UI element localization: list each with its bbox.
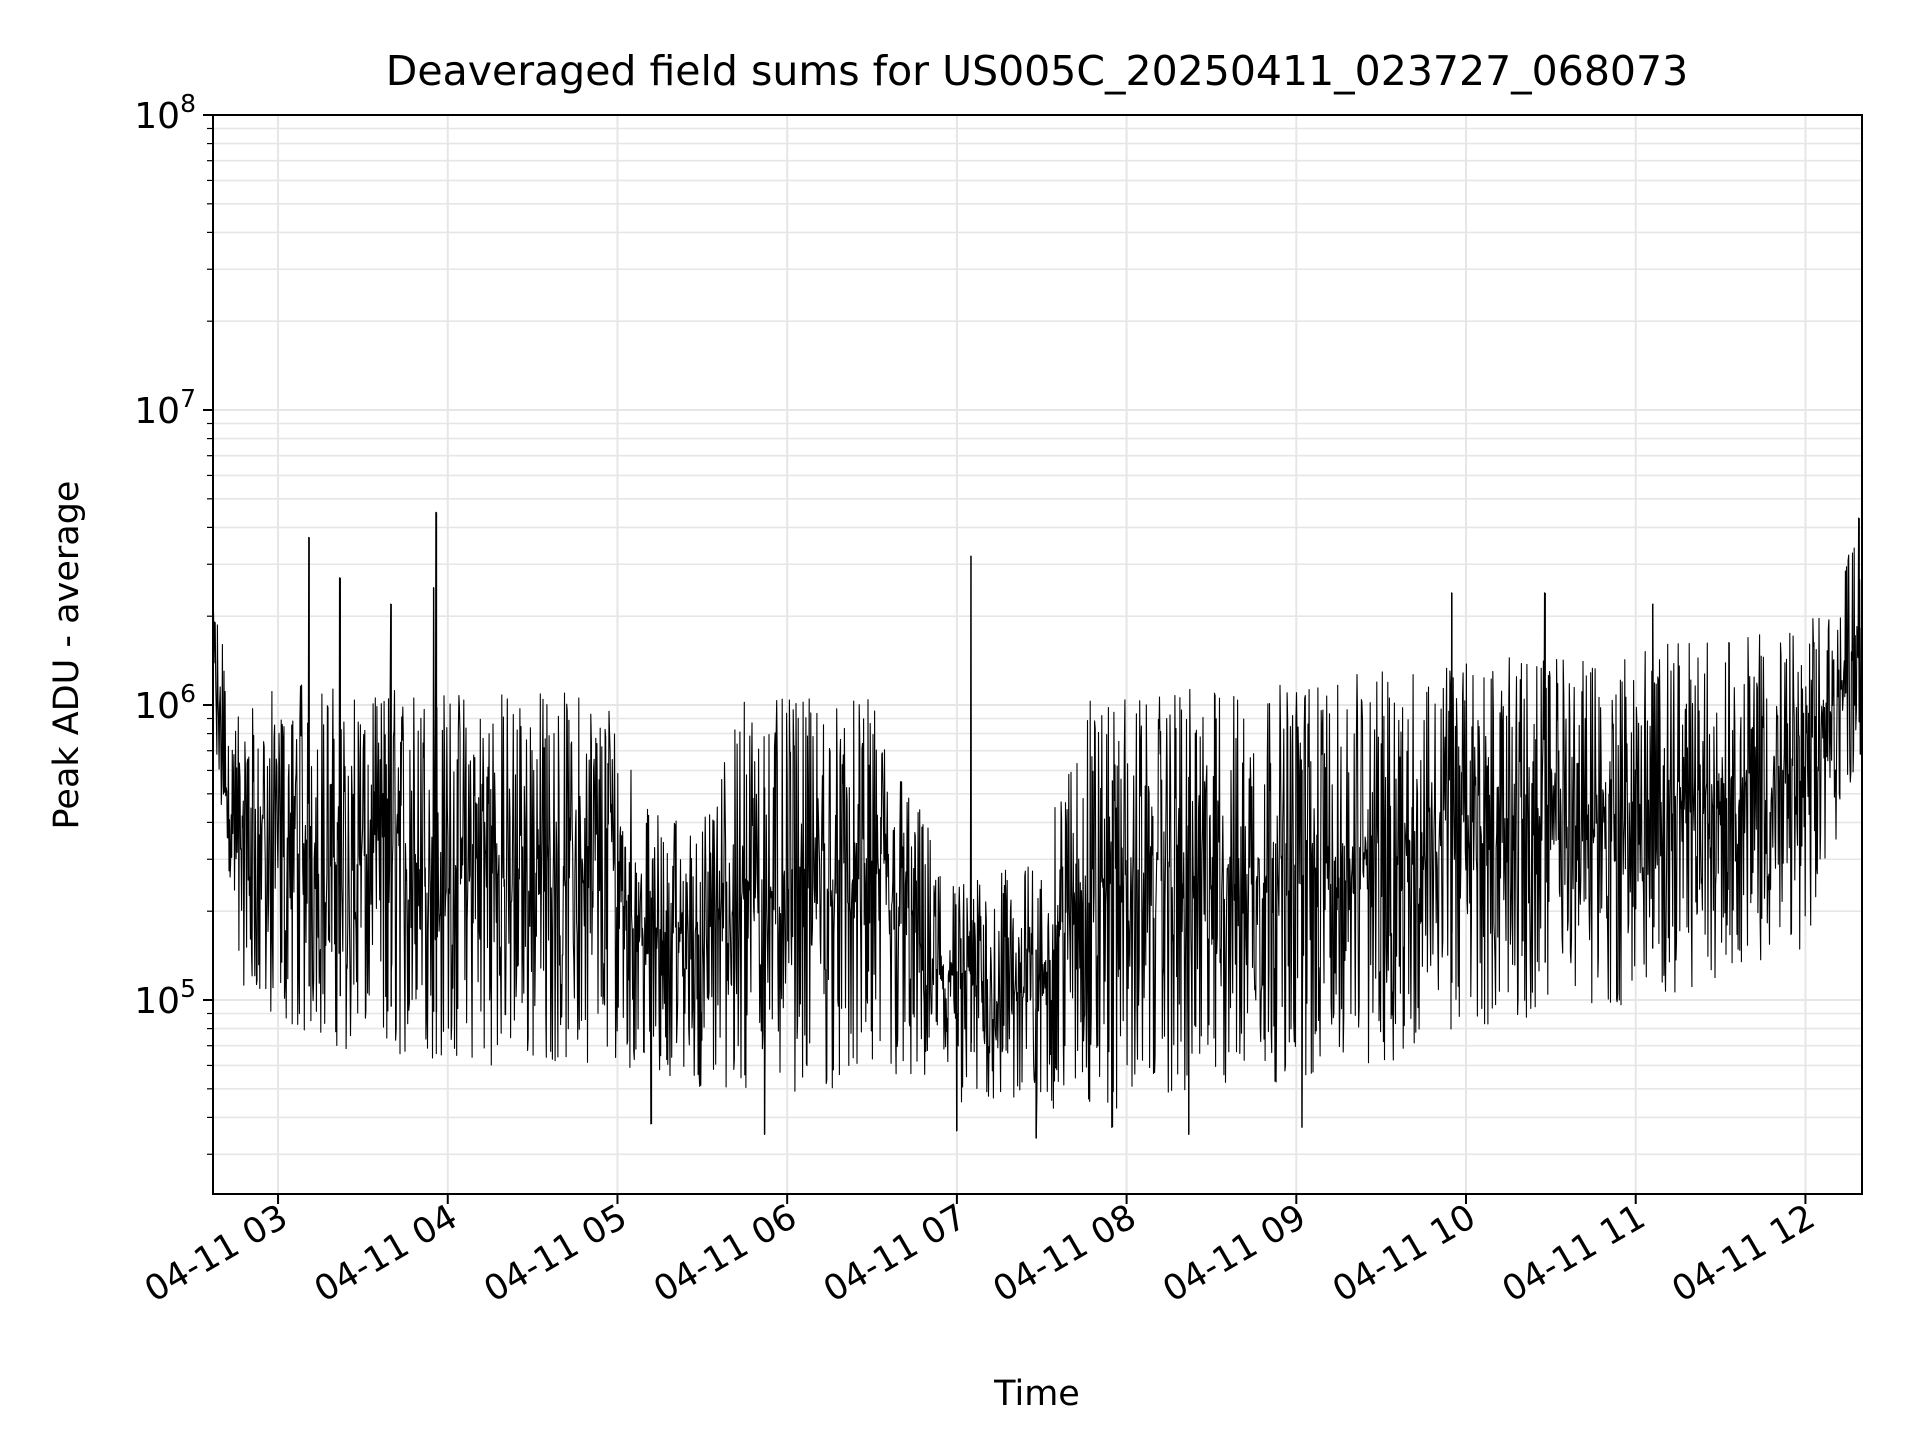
x-axis-label: Time [993, 1374, 1080, 1414]
y-tick-label: 106 [134, 679, 196, 727]
y-tick-label: 105 [134, 974, 196, 1022]
series-line [212, 511, 1863, 1139]
chart-title: Deaveraged field sums for US005C_2025041… [386, 47, 1688, 95]
y-tick-label: 107 [134, 384, 196, 432]
plot-frame [212, 114, 1863, 1195]
y-axis-label: Peak ADU - average [47, 481, 87, 830]
series-layer [212, 511, 1863, 1139]
y-tick-label: 108 [134, 89, 196, 137]
